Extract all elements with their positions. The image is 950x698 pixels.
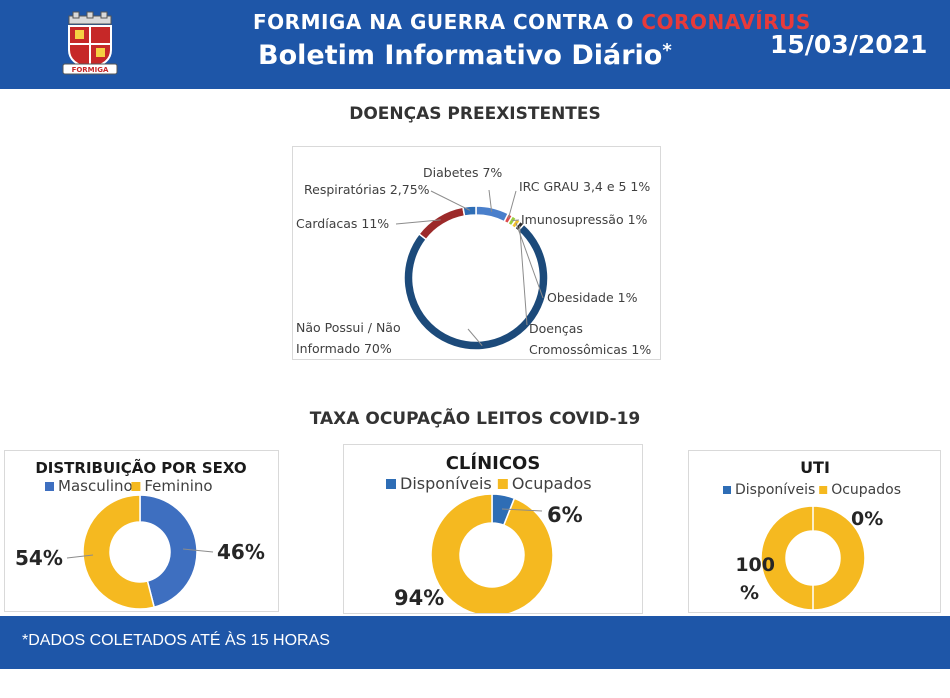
clinical-value-label-disponiveis: 6% xyxy=(547,503,583,527)
bulletin-title-text: Boletim Informativo Diário xyxy=(258,40,663,71)
diseases-chart-panel: Diabetes 7% IRC GRAU 3,4 e 5 1% Imunosupre… xyxy=(292,146,661,360)
bulletin-title-mark: * xyxy=(662,40,672,61)
icu-legend-label-disponiveis: Disponíveis xyxy=(735,482,815,498)
bulletin-date: 15/03/2021 xyxy=(770,30,928,59)
diseases-label-cardiacas: Cardíacas 11% xyxy=(296,216,389,231)
clinical-legend-label-disponiveis: Disponíveis xyxy=(400,474,492,493)
diseases-label-respiratorias: Respiratórias 2,75% xyxy=(304,182,430,197)
icu-chart-panel: UTI Disponíveis Ocupados 0% 100% xyxy=(688,450,941,613)
diseases-leader-nao-possui-nao-informado xyxy=(467,328,483,347)
diseases-label-diabetes: Diabetes 7% xyxy=(423,165,502,180)
diseases-leader-doencas-cromossomicas xyxy=(519,225,528,326)
diseases-label-obesidade: Obesidade 1% xyxy=(547,290,638,305)
logo-caption: FORMIGA xyxy=(72,66,109,74)
icu-legend-swatch-disponiveis xyxy=(723,486,731,494)
data-collection-note: *DADOS COLETADOS ATÉ ÀS 15 HORAS xyxy=(22,632,330,649)
sex-leader-feminino xyxy=(66,554,94,559)
icu-slice-ocupados xyxy=(760,505,866,611)
sex-legend-label-masculino: Masculino xyxy=(58,477,133,495)
diseases-slice-nao-possui-nao-informado xyxy=(403,223,549,351)
sex-legend-label-feminino: Feminino xyxy=(144,477,212,495)
sex-slice-feminino xyxy=(82,494,156,610)
sex-slice-masculino xyxy=(139,494,198,609)
sex-value-label-masculino: 46% xyxy=(217,540,265,564)
diseases-slice-diabetes xyxy=(475,205,510,223)
clinical-legend-label-ocupados: Ocupados xyxy=(512,474,592,493)
clinical-chart-panel: CLÍNICOS Disponíveis Ocupados 6% 94% xyxy=(343,444,643,617)
clinical-slice-ocupados xyxy=(430,493,554,617)
sex-legend-swatch-feminino xyxy=(131,482,141,491)
sex-legend-swatch-masculino xyxy=(45,482,54,491)
icu-value-label-ocupados: 100% xyxy=(735,554,775,604)
sex-leader-masculino xyxy=(182,548,214,553)
sex-chart-title: DISTRIBUIÇÃO POR SEXO xyxy=(35,458,246,477)
diseases-label-nao-possui-nao-informado: Não Possui / Não Informado 70% xyxy=(296,320,401,356)
diseases-slice-cardiacas xyxy=(418,206,466,241)
diseases-donut-chart: Diabetes 7% IRC GRAU 3,4 e 5 1% Imunosupre… xyxy=(296,165,651,357)
clinical-chart-title: CLÍNICOS xyxy=(446,452,541,474)
diseases-leader-cardiacas xyxy=(395,219,441,225)
icu-legend-swatch-ocupados xyxy=(819,486,828,494)
campaign-title-highlight: CORONAVÍRUS xyxy=(641,10,811,34)
icu-chart-title: UTI xyxy=(800,458,830,477)
sex-chart-panel: DISTRIBUIÇÃO POR SEXO Masculino Feminino 46… xyxy=(4,450,279,612)
clinical-value-label-ocupados: 94% xyxy=(394,586,444,610)
diseases-section-title: DOENÇAS PREEXISTENTES xyxy=(349,104,601,124)
clinical-legend-swatch-ocupados xyxy=(497,479,508,489)
header-bar: FORMIGA FORMIGA NA GUERRA CONTRA O CORON… xyxy=(0,0,950,89)
diseases-leader-irc-grau-3-4-e-5 xyxy=(507,190,517,219)
campaign-title: FORMIGA NA GUERRA CONTRA O CORONAVÍRUS xyxy=(253,10,811,34)
diseases-leader-imunosupressao xyxy=(512,219,520,222)
diseases-leader-respiratorias xyxy=(430,190,471,211)
diseases-label-imunosupressao: Imunosupressão 1% xyxy=(521,212,648,227)
diseases-label-irc-grau-3-4-e-5: IRC GRAU 3,4 e 5 1% xyxy=(519,179,650,194)
campaign-title-prefix: FORMIGA NA GUERRA CONTRA O xyxy=(253,10,642,34)
icu-legend-label-ocupados: Ocupados xyxy=(831,482,901,498)
sex-value-label-feminino: 54% xyxy=(15,546,63,570)
clinical-leader-disponiveis xyxy=(501,508,543,512)
city-coat-of-arms-icon: FORMIGA xyxy=(62,11,118,75)
diseases-label-doencas-cromossomicas: Doenças Cromossômicas 1% xyxy=(529,321,651,357)
footer-bar: *DADOS COLETADOS ATÉ ÀS 15 HORAS xyxy=(0,616,950,669)
icu-beds-donut-chart: UTI Disponíveis Ocupados 0% 100% xyxy=(723,458,901,611)
bulletin-title: Boletim Informativo Diário* xyxy=(258,40,672,71)
diseases-leader-diabetes xyxy=(488,189,493,212)
clinical-legend-swatch-disponiveis xyxy=(386,479,396,489)
beds-section-title: TAXA OCUPAÇÃO LEITOS COVID-19 xyxy=(309,409,641,429)
icu-value-label-disponiveis: 0% xyxy=(851,508,883,530)
